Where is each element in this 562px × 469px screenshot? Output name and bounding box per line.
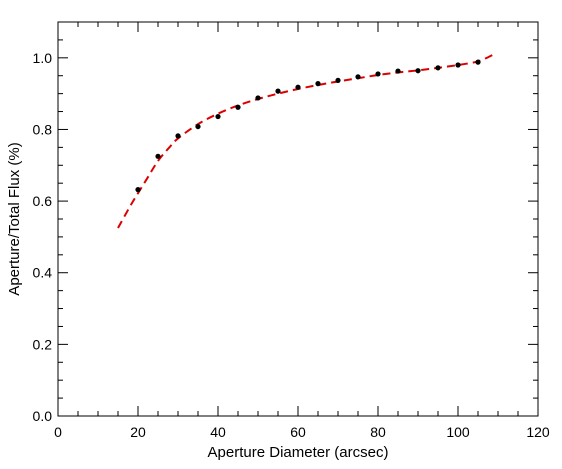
y-tick-label: 0.2 <box>33 336 53 352</box>
data-point <box>135 187 141 193</box>
data-point <box>155 153 161 159</box>
data-point <box>335 77 341 83</box>
plot-frame <box>57 21 539 417</box>
axis-ticks <box>57 21 539 417</box>
data-point <box>355 74 361 80</box>
x-tick-label: 80 <box>370 424 386 440</box>
data-point <box>315 81 321 87</box>
data-point <box>195 123 201 130</box>
data-point <box>215 113 221 120</box>
y-tick-label: 0.6 <box>33 193 53 209</box>
data-point <box>275 88 281 94</box>
y-tick-label: 1.0 <box>33 50 53 66</box>
x-tick-label: 100 <box>446 424 470 440</box>
data-point <box>375 71 381 77</box>
data-point <box>435 65 441 71</box>
data-point <box>235 104 241 110</box>
axis-tick-labels: 0 20 40 60 80 100 120 0.0 0.2 0.4 0.6 0.8 1.0 <box>33 50 550 440</box>
x-tick-label: 20 <box>130 424 146 440</box>
x-tick-label: 60 <box>290 424 306 440</box>
data-point <box>255 95 261 101</box>
data-point <box>475 59 481 65</box>
x-tick-label: 0 <box>54 424 62 440</box>
y-tick-label: 0.8 <box>33 121 53 137</box>
x-tick-label: 40 <box>210 424 226 440</box>
data-point <box>295 84 301 90</box>
y-tick-label: 0.0 <box>33 408 53 424</box>
data-point <box>175 133 181 139</box>
data-point <box>415 68 421 74</box>
y-tick-label: 0.4 <box>33 265 53 281</box>
y-axis-label: Aperture/Total Flux (%) <box>6 142 23 295</box>
data-point <box>395 68 401 74</box>
fit-line <box>117 53 495 229</box>
data-point <box>455 62 461 68</box>
x-axis-label: Aperture Diameter (arcsec) <box>208 444 389 461</box>
data-points <box>135 59 481 193</box>
x-tick-label: 120 <box>526 424 550 440</box>
